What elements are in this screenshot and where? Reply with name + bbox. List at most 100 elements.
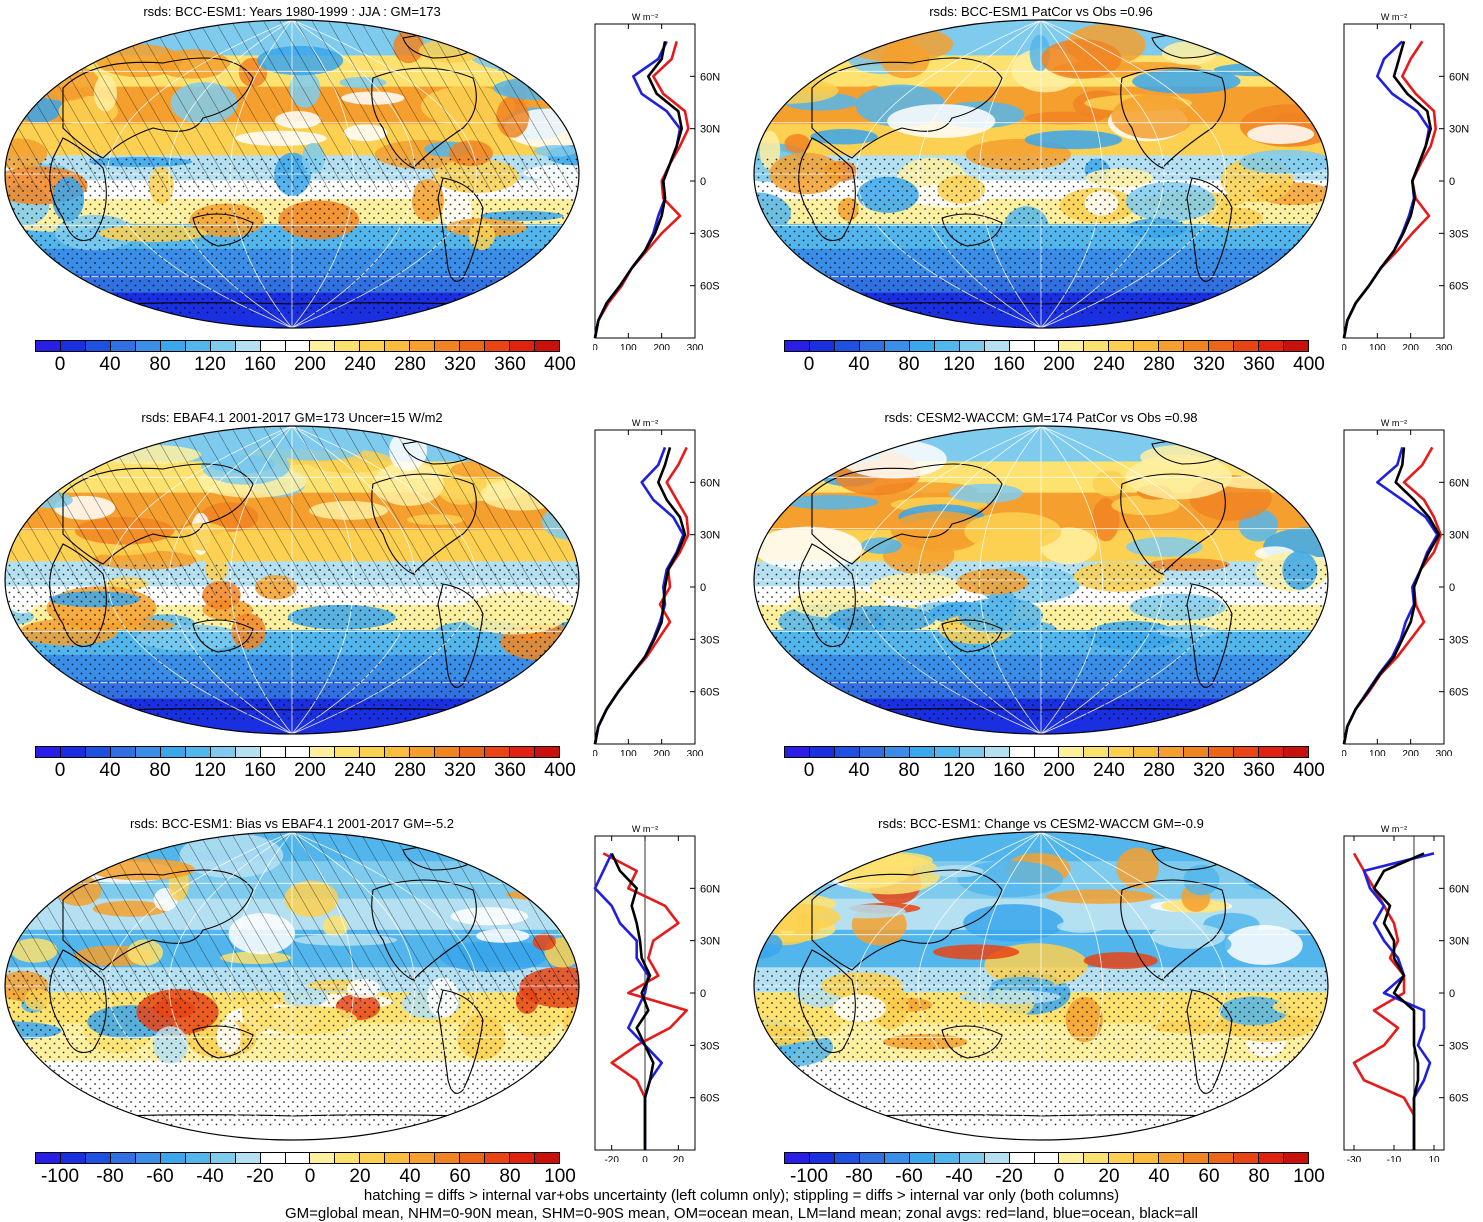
lat-label: 30N <box>700 124 720 136</box>
zonal-unit-label: W m⁻² <box>632 824 658 834</box>
colorbar-label: 360 <box>494 354 526 375</box>
world-map <box>753 19 1329 329</box>
colorbar-label: 0 <box>803 760 815 781</box>
colorbar-label: 0 <box>54 760 66 781</box>
colorbar: -100 -80 -60 -40 -20 0 20 40 60 80 100 <box>784 1152 1325 1192</box>
zonal-series-ocean <box>1342 447 1439 745</box>
colorbar-label: 240 <box>344 354 376 375</box>
zonal-xtick-label: 100 <box>1369 749 1386 756</box>
colorbar-label: 80 <box>149 354 171 375</box>
zonal-xtick-label: 200 <box>653 343 670 350</box>
colorbar-label: 160 <box>993 760 1025 781</box>
panel-p1: rsds: BCC-ESM1: Years 1980-1999 : JJA : … <box>3 4 733 394</box>
colorbar-label: 80 <box>898 354 920 375</box>
zonal-series-ocean <box>593 446 685 745</box>
colorbar-label: 200 <box>1043 760 1075 781</box>
zonal-xtick-label: -20 <box>604 1155 619 1162</box>
world-map <box>4 831 580 1141</box>
zonal-unit-label: W m⁻² <box>632 418 658 428</box>
colorbar-label: -100 <box>40 1166 80 1187</box>
world-map <box>4 19 580 329</box>
lat-label: 60S <box>1449 281 1469 293</box>
colorbar-label: 280 <box>1143 354 1175 375</box>
colorbar-label: 200 <box>294 760 326 781</box>
panel-title: rsds: BCC-ESM1: Bias vs EBAF4.1 2001-201… <box>129 816 455 831</box>
world-map <box>4 425 580 735</box>
world-map <box>753 831 1329 1141</box>
lat-label: 60N <box>700 883 720 895</box>
panel-title: rsds: BCC-ESM1: Years 1980-1999 : JJA : … <box>143 4 441 19</box>
colorbar-label: 0 <box>803 354 815 375</box>
zonal-xtick-label: 0 <box>1342 749 1347 756</box>
colorbar-label: -60 <box>895 1166 923 1187</box>
world-map <box>753 425 1329 735</box>
colorbar-label: 100 <box>1293 1166 1325 1187</box>
colorbar-label: 40 <box>1148 1166 1170 1187</box>
colorbar-label: 160 <box>244 760 276 781</box>
zonal-series-land <box>593 446 690 745</box>
colorbar-label: 280 <box>394 354 426 375</box>
lat-label: 30S <box>700 1040 720 1052</box>
zonal-xtick-label: 100 <box>1369 343 1386 350</box>
colorbar-label: 120 <box>194 354 226 375</box>
colorbar-label: 60 <box>449 1166 471 1187</box>
zonal-mean-plot: W m⁻² 0 100 200 300 60N 30N 0 30S 60S <box>1342 12 1469 350</box>
lat-label: 30S <box>700 634 720 646</box>
zonal-series-all <box>1372 852 1425 1150</box>
zonal-mean-plot: W m⁻² 0 100 200 300 60N 30N 0 30S 60S <box>593 12 720 350</box>
colorbar-label: 400 <box>544 354 576 375</box>
lat-label: 60S <box>1449 687 1469 699</box>
colorbar-label: 80 <box>499 1166 521 1187</box>
lat-label: 30S <box>1449 634 1469 646</box>
colorbar-label: 0 <box>1053 1166 1065 1187</box>
footer-line-1: hatching = diffs > internal var+obs unce… <box>363 1187 1120 1204</box>
zonal-series-all <box>1342 41 1432 339</box>
colorbar-label: -40 <box>196 1166 224 1187</box>
colorbar-label: 40 <box>848 760 870 781</box>
lat-label: 60S <box>700 687 720 699</box>
panel-p6: rsds: BCC-ESM1: Change vs CESM2-WACCM GM… <box>752 816 1482 1206</box>
zonal-mean-plot: W m⁻² -30 -10 10 60N 30N 0 30S 60S <box>1343 824 1469 1162</box>
colorbar-label: -80 <box>96 1166 124 1187</box>
colorbar-label: 160 <box>993 354 1025 375</box>
colorbar-label: 200 <box>294 354 326 375</box>
zonal-xtick-label: 20 <box>673 1155 685 1162</box>
lat-label: 30N <box>1449 936 1469 948</box>
zonal-unit-label: W m⁻² <box>1381 824 1407 834</box>
zonal-series-ocean <box>593 852 663 1150</box>
zonal-xtick-label: 300 <box>1436 343 1453 350</box>
colorbar-label: 280 <box>1143 760 1175 781</box>
zonal-xtick-label: 100 <box>620 749 637 756</box>
zonal-xtick-label: 0 <box>1342 343 1347 350</box>
colorbar-label: 80 <box>898 760 920 781</box>
lat-label: 60N <box>1449 883 1469 895</box>
colorbar-label: 240 <box>344 760 376 781</box>
colorbar-label: 160 <box>244 354 276 375</box>
lat-label: 60S <box>1449 1093 1469 1105</box>
colorbar-label: 100 <box>544 1166 576 1187</box>
colorbar-label: 20 <box>1098 1166 1120 1187</box>
lat-label: 30S <box>700 228 720 240</box>
colorbar-label: -40 <box>945 1166 973 1187</box>
colorbar: 0 40 80 120 160 200 240 280 320 360 400 <box>784 746 1325 786</box>
colorbar-label: 40 <box>99 760 121 781</box>
lat-label: 0 <box>1449 176 1455 188</box>
lat-label: 0 <box>1449 582 1455 594</box>
colorbar-label: 360 <box>1243 354 1275 375</box>
colorbar-label: -20 <box>246 1166 274 1187</box>
colorbar-label: 200 <box>1043 354 1075 375</box>
lat-label: 30N <box>1449 124 1469 136</box>
lat-label: 30N <box>700 936 720 948</box>
lat-label: 0 <box>700 176 706 188</box>
colorbar-label: 320 <box>1193 760 1225 781</box>
zonal-series-ocean <box>1342 40 1431 339</box>
colorbar-label: 240 <box>1093 354 1125 375</box>
panel-title: rsds: EBAF4.1 2001-2017 GM=173 Uncer=15 … <box>141 410 443 425</box>
map-field <box>754 20 1328 328</box>
colorbar-label: 400 <box>1293 760 1325 781</box>
zonal-series-all <box>593 447 687 745</box>
lat-label: 60N <box>1449 71 1469 83</box>
colorbar-label: 80 <box>149 760 171 781</box>
lat-label: 0 <box>700 988 706 1000</box>
zonal-series-ocean <box>1362 852 1435 1150</box>
